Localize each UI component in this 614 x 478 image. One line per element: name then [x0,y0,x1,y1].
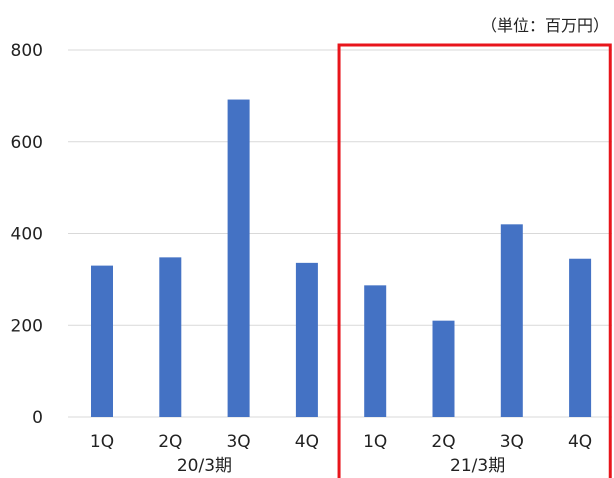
bar [500,224,523,417]
x-tick-label: 3Q [500,432,524,452]
x-axis-groups: 20/3期 21/3期 [177,456,505,476]
y-axis-ticks: 0 200 400 600 800 [11,41,43,428]
bar [91,265,113,417]
bar [159,257,182,417]
y-tick-label: 200 [11,316,43,336]
x-tick-label: 1Q [90,432,114,452]
x-tick-label: 4Q [295,432,319,452]
x-tick-label: 2Q [158,432,182,452]
x-tick-label: 2Q [431,432,455,452]
y-tick-label: 600 [11,133,43,153]
bar [432,320,455,417]
x-tick-label: 4Q [568,432,592,452]
bar [364,285,387,417]
highlight-box [337,43,612,478]
y-tick-label: 0 [32,408,43,428]
y-tick-label: 800 [11,41,43,61]
x-axis-categories: 1Q 2Q 3Q 4Q 1Q 2Q 3Q 4Q [90,432,592,452]
bar [227,99,250,418]
x-tick-label: 1Q [363,432,387,452]
unit-note: （単位：百万円） [481,16,609,35]
group-label: 20/3期 [177,456,232,476]
y-tick-label: 400 [11,225,43,245]
group-label: 21/3期 [450,456,505,476]
bars [91,99,592,418]
highlight-frame [337,43,612,478]
bar [295,262,318,417]
bar [569,258,592,417]
x-tick-label: 3Q [226,432,250,452]
